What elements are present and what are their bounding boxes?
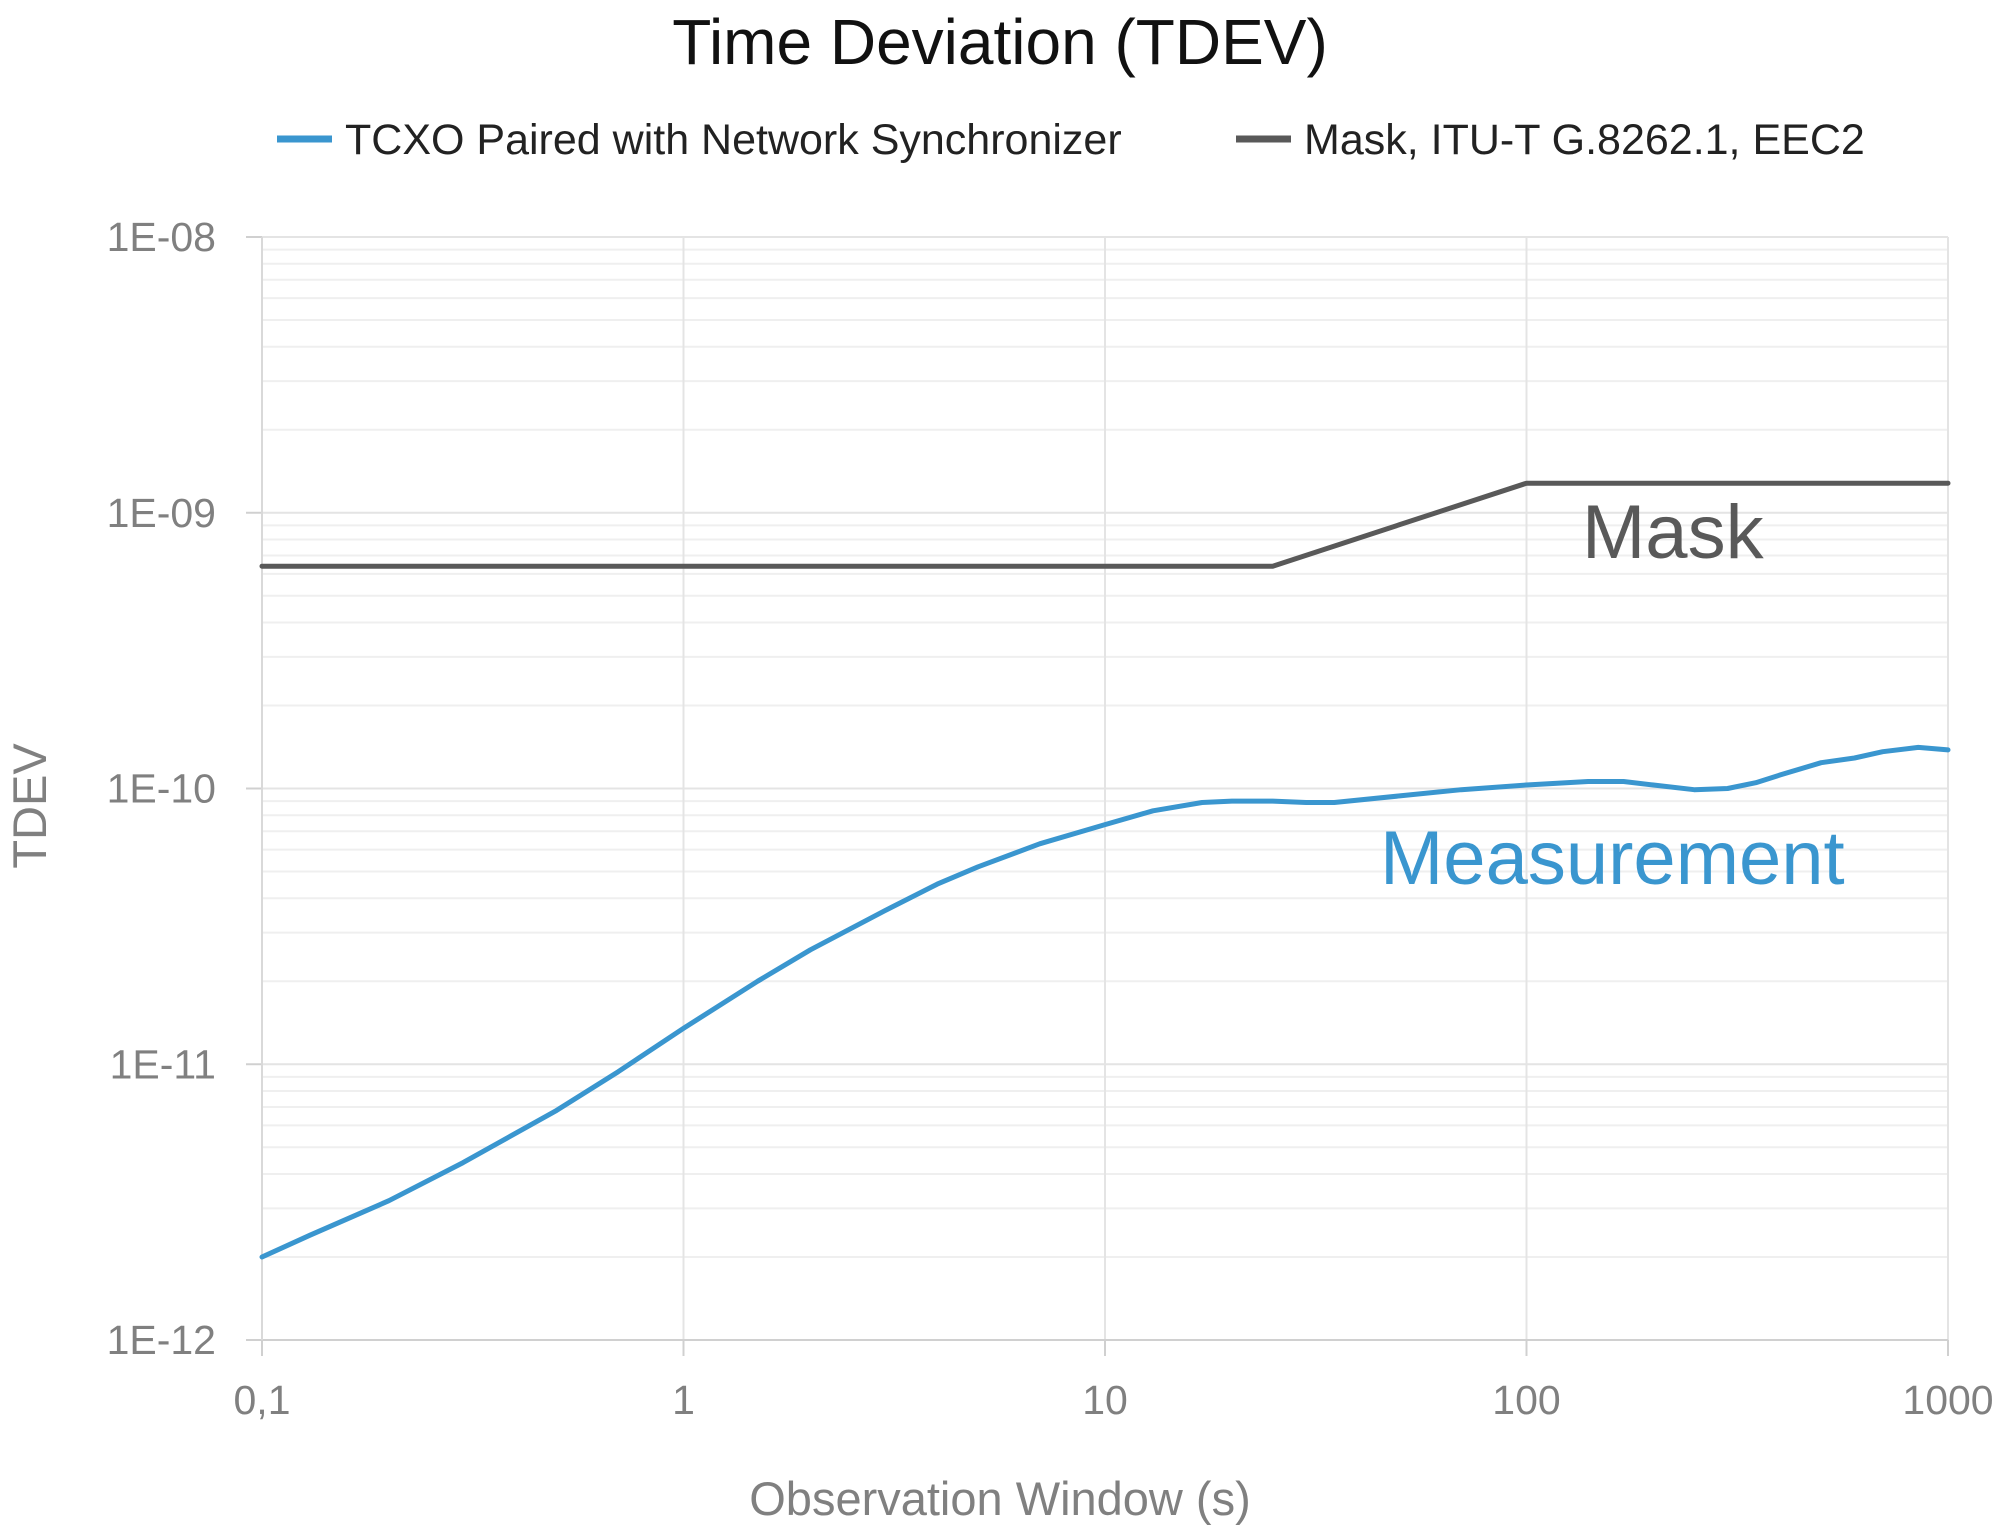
legend-label-measurement: TCXO Paired with Network Synchronizer: [345, 116, 1122, 164]
annotation-measurement: Measurement: [1380, 816, 1845, 901]
y-tick-label: 1E-08: [107, 214, 216, 260]
series: [259, 480, 1951, 1260]
legend-label-mask: Mask, ITU-T G.8262.1, EEC2: [1304, 116, 1865, 164]
x-tick-label: 100: [1492, 1377, 1560, 1423]
series-line-mask: [259, 480, 1951, 569]
chart-title: Time Deviation (TDEV): [672, 6, 1328, 78]
series-line-measurement: [259, 744, 1951, 1260]
grid: [246, 236, 1949, 1356]
y-tick-label: 1E-10: [107, 766, 216, 812]
x-tick-label: 1: [672, 1377, 695, 1423]
x-tick-label: 0,1: [234, 1377, 291, 1423]
y-axis-title: TDEV: [3, 743, 56, 869]
legend: TCXO Paired with Network Synchronizer Ma…: [277, 116, 1865, 164]
tick-labels: 0,1 1 10 100 1000 1E-12 1E-11 1E-10 1E-09 1E-08: [107, 214, 1994, 1423]
y-tick-label: 1E-12: [107, 1317, 216, 1363]
x-tick-label: 1000: [1902, 1377, 1993, 1423]
y-tick-label: 1E-11: [110, 1041, 216, 1087]
x-tick-label: 10: [1082, 1377, 1128, 1423]
annotation-mask: Mask: [1582, 490, 1765, 575]
x-axis-title: Observation Window (s): [749, 1472, 1251, 1525]
y-tick-label: 1E-09: [107, 490, 216, 536]
